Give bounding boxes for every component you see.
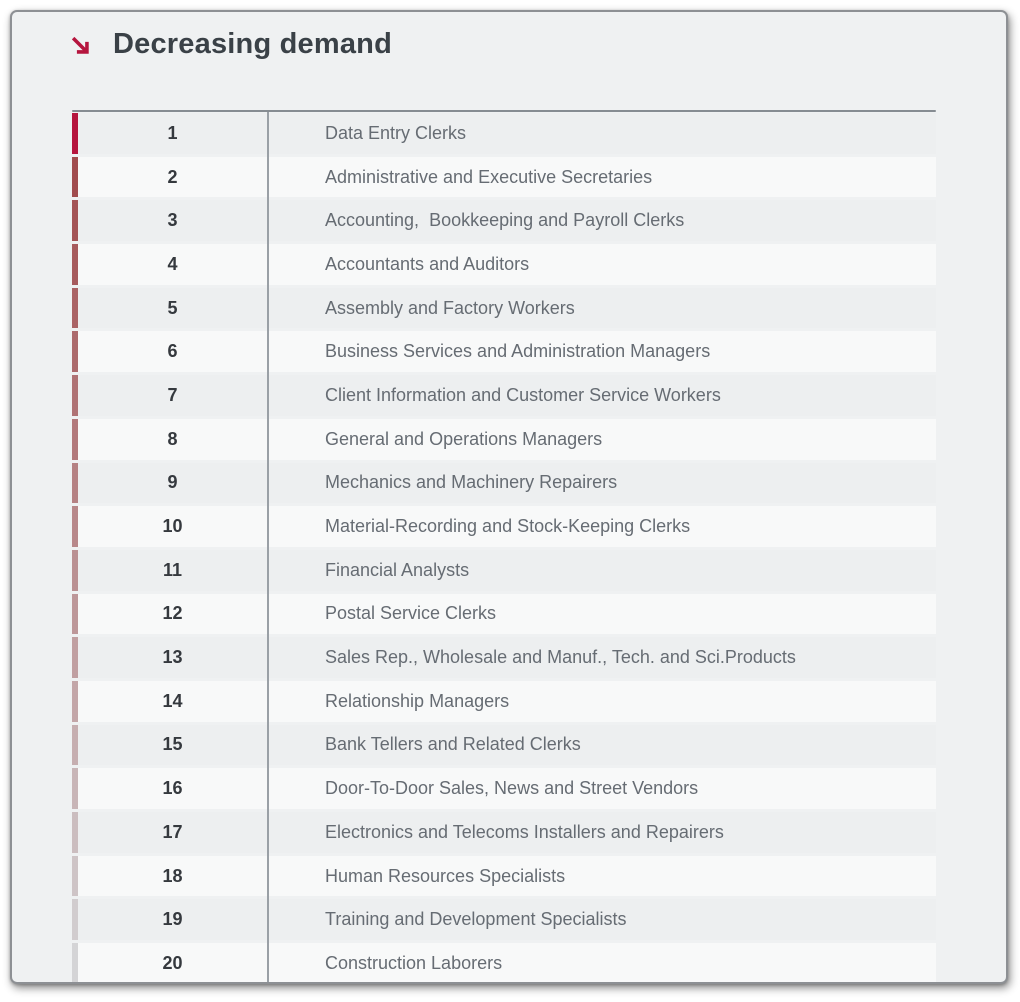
table-row: 10 Material-Recording and Stock-Keeping C… [72, 506, 936, 547]
table-row: 9 Mechanics and Machinery Repairers [72, 462, 936, 504]
rank-cell: 9 [167, 472, 178, 493]
rank-gradient-bar [72, 113, 78, 154]
job-title-cell: Data Entry Clerks [325, 122, 467, 143]
job-title-cell: Electronics and Telecoms Installers and … [325, 821, 724, 842]
table-row: 18 Human Resources Specialists [72, 855, 936, 897]
job-title-cell: Human Resources Specialists [325, 865, 566, 886]
rank-gradient-bar [72, 680, 78, 722]
job-title-cell: Bank Tellers and Related Clerks [325, 734, 581, 755]
rank-cell: 19 [162, 909, 183, 930]
table-row: 3 Accounting, Bookkeeping and Payroll Cle… [72, 200, 936, 242]
table-row: 11 Financial Analysts [72, 549, 936, 591]
rank-gradient-bar [72, 768, 78, 809]
rank-gradient-bar [72, 724, 78, 766]
page-title: Decreasing demand [113, 28, 392, 60]
table-row: 19 Training and Development Specialists [72, 899, 936, 941]
rank-gradient-bar [72, 287, 78, 329]
rank-cell: 1 [167, 122, 178, 143]
job-title-cell: Administrative and Executive Secretaries [325, 166, 653, 187]
rank-cell: 16 [162, 778, 183, 799]
rank-gradient-bar [72, 418, 78, 460]
panel-header: Decreasing demand [70, 28, 392, 61]
job-title-cell: Sales Rep., Wholesale and Manuf., Tech. … [325, 647, 796, 668]
rank-cell: 18 [162, 865, 183, 886]
rank-gradient-bar [72, 943, 78, 982]
rank-gradient-bar [72, 200, 78, 242]
rank-cell: 14 [162, 690, 183, 711]
rank-cell: 3 [167, 210, 178, 231]
rank-gradient-bar [72, 855, 78, 897]
rank-gradient-bar [72, 637, 78, 678]
job-title-cell: General and Operations Managers [325, 428, 603, 449]
rank-gradient-bar [72, 593, 78, 635]
job-title-cell: Mechanics and Machinery Repairers [325, 472, 618, 493]
rank-cell: 10 [162, 516, 183, 537]
job-title-cell: Assembly and Factory Workers [325, 297, 575, 318]
rank-cell: 2 [167, 166, 178, 187]
rank-gradient-bar [72, 462, 78, 504]
rank-cell: 12 [162, 603, 183, 624]
rank-cell: 6 [167, 341, 178, 362]
table-row: 20 Construction Laborers [72, 943, 936, 982]
job-title-cell: Client Information and Customer Service … [325, 384, 721, 405]
decreasing-demand-panel: Decreasing demand 1 Data Entry Clerks 2 Adm… [10, 10, 1008, 984]
table-row: 15 Bank Tellers and Related Clerks [72, 724, 936, 766]
rank-gradient-bar [72, 812, 78, 853]
job-title-cell: Accountants and Auditors [325, 253, 530, 274]
table-row: 17 Electronics and Telecoms Installers an… [72, 812, 936, 853]
job-title-cell: Door-To-Door Sales, News and Street Vend… [325, 778, 699, 799]
rank-cell: 15 [162, 734, 183, 755]
rank-cell: 20 [162, 952, 183, 973]
rank-gradient-bar [72, 506, 78, 547]
rank-cell: 4 [167, 253, 178, 274]
table-row: 4 Accountants and Auditors [72, 244, 936, 285]
rank-cell: 11 [162, 559, 183, 580]
job-title-cell: Relationship Managers [325, 690, 510, 711]
rank-cell: 13 [162, 647, 183, 668]
job-title-cell: Training and Development Specialists [325, 909, 627, 930]
rank-gradient-bar [72, 156, 78, 198]
rank-gradient-bar [72, 244, 78, 285]
job-title-cell: Postal Service Clerks [325, 603, 497, 624]
table-top-border [72, 110, 936, 112]
job-title-cell: Construction Laborers [325, 952, 503, 973]
table-row: 2 Administrative and Executive Secretarie… [72, 156, 936, 198]
table-row: 6 Business Services and Administration Ma… [72, 331, 936, 373]
column-divider [267, 110, 269, 982]
rank-cell: 7 [167, 384, 178, 405]
table-row: 1 Data Entry Clerks [72, 113, 936, 154]
table-row: 7 Client Information and Customer Service… [72, 375, 936, 416]
rank-gradient-bar [72, 899, 78, 941]
job-title-cell: Accounting, Bookkeeping and Payroll Cler… [325, 210, 685, 231]
table-row: 13 Sales Rep., Wholesale and Manuf., Tech… [72, 637, 936, 678]
job-title-cell: Material-Recording and Stock-Keeping Cle… [325, 516, 691, 537]
table-row: 8 General and Operations Managers [72, 418, 936, 460]
table-row: 14 Relationship Managers [72, 680, 936, 722]
table-row: 16 Door-To-Door Sales, News and Street Ve… [72, 768, 936, 809]
ranked-job-table: 1 Data Entry Clerks 2 Administrative and Ex… [72, 113, 936, 982]
arrow-down-right-icon [71, 36, 89, 54]
rank-cell: 8 [167, 428, 178, 449]
rank-gradient-bar [72, 549, 78, 591]
rank-cell: 5 [167, 297, 178, 318]
job-title-cell: Financial Analysts [325, 559, 470, 580]
job-title-cell: Business Services and Administration Man… [325, 341, 711, 362]
rank-gradient-bar [72, 331, 78, 373]
table-row: 5 Assembly and Factory Workers [72, 287, 936, 329]
table-row: 12 Postal Service Clerks [72, 593, 936, 635]
rank-gradient-bar [72, 375, 78, 416]
rank-cell: 17 [162, 821, 183, 842]
